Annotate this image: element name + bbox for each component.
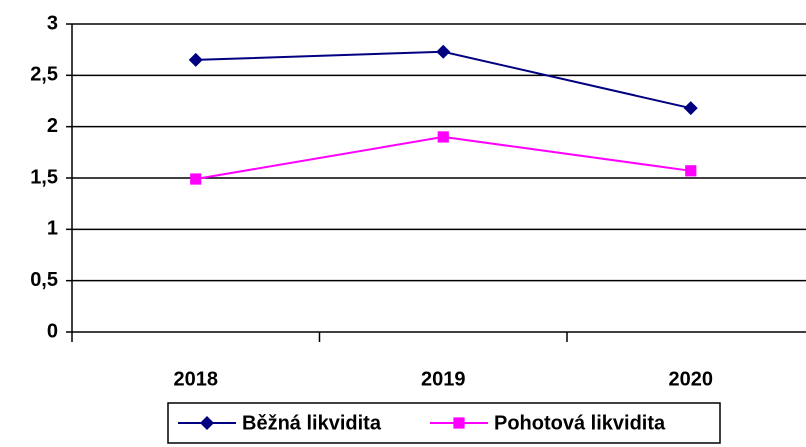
x-tick-label: 2018 [174,368,219,390]
line [195,50,691,110]
y-tick-label: 2 [47,115,58,137]
y-tick-label: 0,5 [30,269,58,291]
legend-label: Běžná likvidita [242,412,382,434]
y-tick-label: 1 [47,218,58,240]
y-tick-label: 0 [47,320,58,342]
y-tick-label: 2,5 [30,64,58,86]
marker [685,165,697,177]
x-tick-label: 2020 [669,368,714,390]
x-tick-label: 2019 [421,368,466,390]
legend-marker [200,416,214,430]
legend-marker [453,417,465,429]
y-tick-label: 3 [47,12,58,34]
marker [188,52,203,67]
legend-label: Pohotová likvidita [494,412,666,434]
marker [683,101,698,116]
marker [190,173,202,185]
line [195,135,691,181]
marker [436,44,451,59]
marker [437,131,449,143]
y-tick-label: 1,5 [30,166,58,188]
